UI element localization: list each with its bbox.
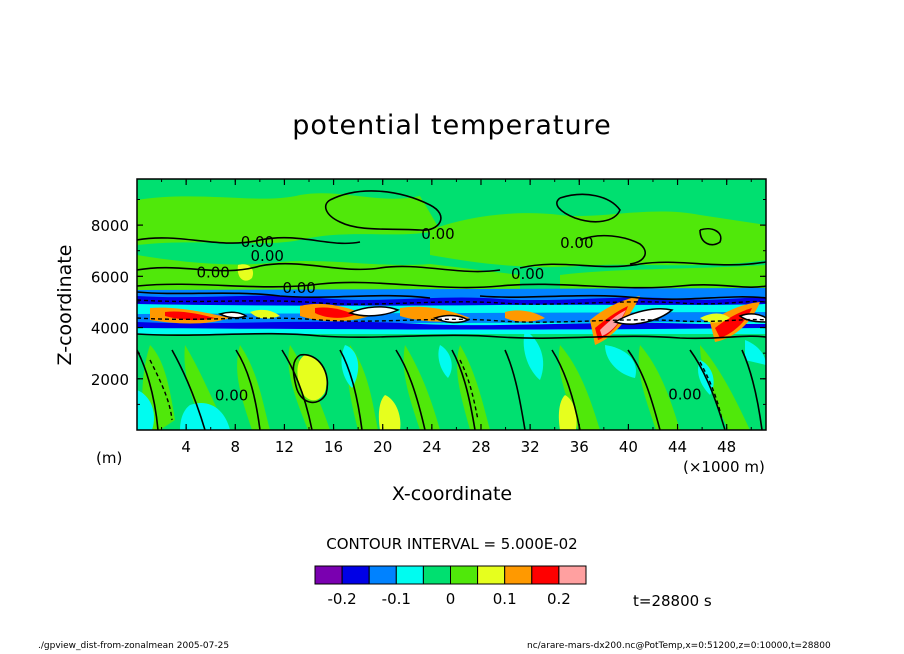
plot-frame xyxy=(136,178,767,431)
contour-interval: CONTOUR INTERVAL = 5.000E-02 xyxy=(326,535,578,553)
x-axis-label: X-coordinate xyxy=(391,483,513,505)
contour-label-1: 0.00 xyxy=(560,234,593,252)
colorbar-label-4: 0.2 xyxy=(547,590,571,608)
colorbar-swatch-5 xyxy=(450,565,479,585)
y-tick-label-1: 4000 xyxy=(91,320,129,338)
y-tick-label-2: 6000 xyxy=(91,268,129,286)
y-tick-label-3: 8000 xyxy=(91,217,129,235)
x-tick-label-0: 4 xyxy=(181,438,191,456)
x-tick-label-6: 28 xyxy=(471,438,490,456)
x-axis-unit-right: (×1000 m) xyxy=(683,458,765,476)
footer-right: nc/arare-mars-dx200.nc@PotTemp,x=0:51200… xyxy=(527,641,831,651)
colorbar-label-3: 0.1 xyxy=(493,590,517,608)
x-tick-label-11: 48 xyxy=(717,438,736,456)
x-tick-label-2: 12 xyxy=(275,438,294,456)
colorbar-label-0: -0.2 xyxy=(327,590,356,608)
contour-label-3: 0.00 xyxy=(251,247,284,265)
colorbar: -0.2 -0.1 0 0.1 0.2 xyxy=(314,565,587,608)
y-tick-label-0: 2000 xyxy=(91,371,129,389)
y-axis-label: Z-coordinate xyxy=(54,244,76,366)
contour-label-4: 0.00 xyxy=(196,264,229,282)
contour-label-0: 0.00 xyxy=(421,225,454,243)
colorbar-swatch-0 xyxy=(314,565,343,585)
x-tick-label-4: 20 xyxy=(373,438,392,456)
time-stamp: t=28800 s xyxy=(633,592,712,610)
chart-title: potential temperature xyxy=(292,110,612,141)
contour-label-5: 0.00 xyxy=(511,265,544,283)
x-tick-label-7: 32 xyxy=(521,438,540,456)
x-tick-label-1: 8 xyxy=(231,438,241,456)
colorbar-label-1: -0.1 xyxy=(382,590,411,608)
colorbar-swatch-1 xyxy=(341,565,370,585)
contour-label-6: 0.00 xyxy=(282,279,315,297)
footer-left: ./gpview_dist-from-zonalmean 2005-07-25 xyxy=(38,641,230,651)
colorbar-label-2: 0 xyxy=(446,590,456,608)
contour-label-7: 0.00 xyxy=(215,387,248,405)
colorbar-swatch-3 xyxy=(395,565,424,585)
x-tick-label-10: 44 xyxy=(668,438,687,456)
colorbar-swatch-7 xyxy=(504,565,533,585)
colorbar-swatch-4 xyxy=(422,565,451,585)
colorbar-swatch-2 xyxy=(368,565,397,585)
colorbar-swatch-8 xyxy=(531,565,560,585)
contour-label-8: 0.00 xyxy=(668,385,701,403)
x-tick-label-3: 16 xyxy=(324,438,343,456)
x-tick-label-5: 24 xyxy=(422,438,441,456)
colorbar-swatch-6 xyxy=(477,565,506,585)
x-axis-unit-left: (m) xyxy=(96,449,123,467)
contour-label-2: 0.00 xyxy=(241,233,274,251)
x-tick-label-9: 40 xyxy=(619,438,638,456)
potential-temperature-field: 0.00 0.000.000.000.00 0.000.000.00 0.00 xyxy=(137,179,766,430)
x-tick-label-8: 36 xyxy=(570,438,589,456)
colorbar-swatch-9 xyxy=(558,565,587,585)
